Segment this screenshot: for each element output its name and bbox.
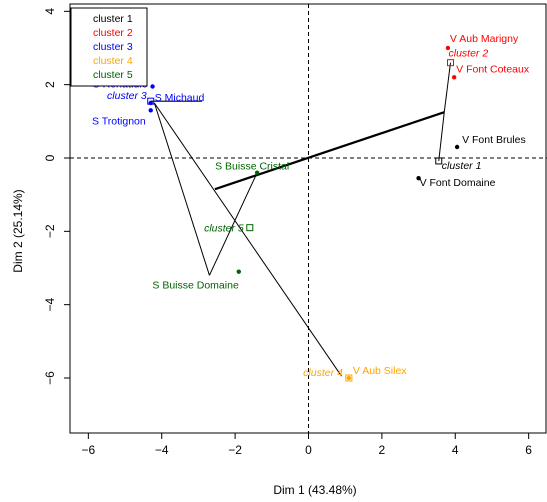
center-label-cluster-1: cluster 1: [442, 160, 482, 172]
x-tick-label: 0: [305, 443, 312, 457]
point-s-buisse-cristal: [254, 170, 260, 175]
dendrogram-link: [153, 102, 210, 276]
y-tick-label: −6: [43, 371, 57, 385]
y-axis-label: Dim 2 (25.14%): [11, 189, 25, 272]
center-label-cluster-5: cluster 5: [204, 223, 244, 235]
dendrogram-link: [214, 111, 445, 191]
point-v-aub-marigny: [445, 45, 451, 51]
center-cluster-4: [345, 374, 353, 382]
y-tick-label: 4: [43, 8, 57, 15]
y-tick-label: 0: [43, 154, 57, 161]
label-v-font-domaine: V Font Domaine: [420, 177, 496, 189]
label-s-buisse-cristal: S Buisse Cristal: [215, 161, 289, 173]
legend-entry-cluster-5: cluster 5: [93, 69, 133, 81]
label-s-buisse-domaine: S Buisse Domaine: [152, 280, 239, 292]
label-s-michaud: S Michaud: [155, 92, 205, 104]
point-labels: V Font Brules V Font Domaine cluster 1 V Au…: [92, 33, 530, 379]
x-axis-label: Dim 1 (43.48%): [273, 483, 356, 497]
center-label-cluster-4: cluster 4: [303, 367, 343, 379]
center-cluster-2: [446, 59, 454, 67]
label-v-aub-silex: V Aub Silex: [353, 365, 407, 377]
dendrogram-link: [438, 112, 445, 161]
dendrogram-link: [153, 102, 342, 377]
x-tick-label: −4: [155, 443, 169, 457]
label-v-aub-marigny: V Aub Marigny: [450, 33, 519, 45]
legend-entry-cluster-3: cluster 3: [93, 41, 133, 53]
y-tick-label: −4: [43, 298, 57, 312]
x-tick-label: −6: [82, 443, 96, 457]
point-v-font-coteaux: [451, 75, 457, 80]
center-label-cluster-3: cluster 3: [107, 90, 147, 102]
x-tick-label: −2: [228, 443, 242, 457]
label-v-font-brules: V Font Brules: [462, 134, 526, 146]
legend: cluster 1 cluster 2 cluster 3 cluster 4 clus…: [70, 7, 148, 87]
legend-box: [70, 7, 148, 87]
center-cluster-1: [435, 157, 443, 165]
y-tick-label: 2: [43, 81, 57, 88]
point-v-font-domaine: [416, 175, 421, 181]
data-points: [147, 45, 460, 382]
center-label-cluster-2: cluster 2: [448, 48, 488, 60]
label-s-trotignon: S Trotignon: [92, 115, 146, 127]
center-cluster-3: [147, 97, 155, 105]
point-s-buisse-domaine: [236, 269, 241, 274]
dendrogram-link: [443, 62, 451, 113]
point-s-trotignon: [148, 108, 153, 113]
axes: −6 −4 −2 0 2 4 6 −6 −4 −2 0 2 4: [43, 8, 532, 457]
dendrogram-links: [150, 62, 451, 377]
legend-entry-cluster-2: cluster 2: [93, 27, 133, 39]
label-v-font-coteaux: V Font Coteaux: [456, 63, 530, 75]
y-tick-label: −2: [43, 224, 57, 238]
dendrogram-link: [208, 172, 258, 276]
point-s-renaudie: [150, 84, 155, 89]
legend-entry-cluster-1: cluster 1: [93, 13, 133, 25]
point-v-font-brules: [454, 144, 460, 150]
x-tick-label: 6: [525, 443, 532, 457]
point-v-aub-silex: [346, 375, 352, 381]
x-tick-label: 2: [379, 443, 386, 457]
legend-entry-cluster-4: cluster 4: [93, 55, 133, 67]
x-tick-label: 4: [452, 443, 459, 457]
center-cluster-5: [246, 224, 254, 232]
